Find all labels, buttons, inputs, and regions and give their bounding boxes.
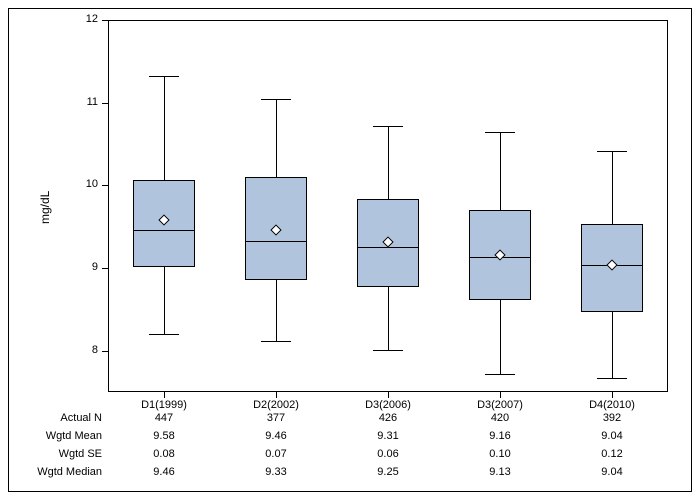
y-tick-mark	[102, 103, 108, 104]
table-cell: 9.04	[556, 430, 668, 442]
whisker-lower-cap	[261, 341, 292, 342]
mean-marker	[384, 238, 392, 246]
whisker-upper-stem	[276, 99, 277, 178]
table-cell: 420	[444, 412, 556, 424]
x-tick-label: D4(2010)	[556, 399, 668, 411]
table-cell: 9.13	[444, 466, 556, 478]
y-tick-label: 8	[68, 344, 98, 356]
x-tick-mark	[388, 392, 389, 398]
table-cell: 9.16	[444, 430, 556, 442]
mean-marker	[272, 226, 280, 234]
whisker-lower-stem	[388, 287, 389, 350]
table-cell: 9.31	[332, 430, 444, 442]
median-line	[133, 230, 195, 231]
table-cell: 392	[556, 412, 668, 424]
y-tick-label: 9	[68, 261, 98, 273]
x-tick-mark	[276, 392, 277, 398]
x-tick-label: D1(1999)	[108, 399, 220, 411]
whisker-upper-cap	[373, 126, 404, 127]
median-line	[245, 241, 307, 242]
table-cell: 377	[220, 412, 332, 424]
x-tick-label: D3(2006)	[332, 399, 444, 411]
diamond-icon	[158, 214, 169, 225]
mean-marker	[160, 216, 168, 224]
table-cell: 9.25	[332, 466, 444, 478]
y-tick-mark	[102, 20, 108, 21]
table-cell: 0.12	[556, 448, 668, 460]
y-tick-label: 10	[68, 178, 98, 190]
table-cell: 9.58	[108, 430, 220, 442]
table-cell: 426	[332, 412, 444, 424]
x-tick-mark	[500, 392, 501, 398]
diamond-icon	[494, 249, 505, 260]
table-cell: 0.08	[108, 448, 220, 460]
whisker-upper-cap	[597, 151, 628, 152]
whisker-lower-cap	[597, 378, 628, 379]
table-row-label: Wgtd Median	[16, 466, 102, 478]
table-row-label: Actual N	[16, 412, 102, 424]
whisker-upper-stem	[612, 151, 613, 225]
table-cell: 447	[108, 412, 220, 424]
whisker-lower-cap	[485, 374, 516, 375]
y-tick-mark	[102, 185, 108, 186]
whisker-lower-cap	[149, 334, 180, 335]
whisker-upper-cap	[261, 99, 292, 100]
x-tick-label: D2(2002)	[220, 399, 332, 411]
whisker-upper-stem	[164, 76, 165, 179]
y-axis-label: mg/dL	[38, 191, 52, 224]
whisker-upper-cap	[149, 76, 180, 77]
diamond-icon	[270, 224, 281, 235]
table-cell: 9.04	[556, 466, 668, 478]
whisker-lower-stem	[612, 312, 613, 378]
whisker-upper-stem	[500, 132, 501, 210]
x-tick-mark	[612, 392, 613, 398]
table-cell: 0.07	[220, 448, 332, 460]
table-cell: 9.46	[108, 466, 220, 478]
diamond-icon	[382, 237, 393, 248]
table-cell: 9.33	[220, 466, 332, 478]
table-row-label: Wgtd Mean	[16, 430, 102, 442]
whisker-lower-stem	[500, 300, 501, 374]
whisker-lower-stem	[276, 280, 277, 341]
table-row-label: Wgtd SE	[16, 448, 102, 460]
table-cell: 0.06	[332, 448, 444, 460]
whisker-upper-cap	[485, 132, 516, 133]
x-tick-mark	[164, 392, 165, 398]
whisker-upper-stem	[388, 126, 389, 199]
table-cell: 0.10	[444, 448, 556, 460]
y-tick-mark	[102, 351, 108, 352]
whisker-lower-stem	[164, 267, 165, 334]
mean-marker	[608, 261, 616, 269]
diamond-icon	[606, 259, 617, 270]
mean-marker	[496, 251, 504, 259]
y-tick-label: 11	[68, 96, 98, 108]
whisker-lower-cap	[373, 350, 404, 351]
x-tick-label: D3(2007)	[444, 399, 556, 411]
table-cell: 9.46	[220, 430, 332, 442]
y-tick-mark	[102, 268, 108, 269]
y-tick-label: 12	[68, 13, 98, 25]
